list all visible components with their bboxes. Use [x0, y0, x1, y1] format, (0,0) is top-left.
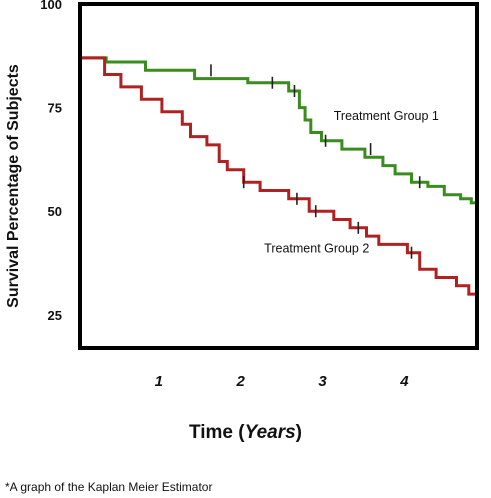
y-axis-title-text: Survival Percentage of Subjects — [5, 64, 22, 308]
y-axis-title: Survival Percentage of Subjects — [5, 64, 22, 308]
y-tick-label: 50 — [48, 204, 62, 219]
series-labels: Treatment Group 1 Treatment Group 2 — [264, 109, 439, 256]
x-axis-title: Time (Years) — [188, 422, 302, 443]
x-tick-label: 3 — [318, 373, 327, 390]
x-tick-label: 1 — [155, 373, 163, 390]
series-lines — [80, 56, 477, 296]
x-tick-labels: 1 2 3 4 — [155, 373, 410, 390]
plot-frame — [78, 2, 479, 350]
y-tick-labels: 100 75 50 25 — [40, 0, 62, 323]
x-tick-label: 4 — [399, 373, 409, 390]
y-tick-label: 100 — [40, 0, 62, 12]
series-label-1: Treatment Group 1 — [334, 109, 439, 123]
series-line-2 — [80, 56, 477, 296]
series-line-1 — [80, 56, 477, 205]
x-tick-label: 2 — [236, 373, 246, 390]
kaplan-meier-chart: Survival Percentage of Subjects 100 75 50 2… — [5, 0, 479, 390]
footnote: *A graph of the Kaplan Meier Estimator — [5, 480, 213, 494]
y-tick-label: 75 — [48, 101, 62, 116]
x-axis-title-main: Time — [188, 422, 233, 443]
y-tick-label: 25 — [48, 308, 62, 323]
series-label-2: Treatment Group 2 — [264, 242, 369, 256]
x-axis-title-unit: Years — [244, 422, 296, 443]
